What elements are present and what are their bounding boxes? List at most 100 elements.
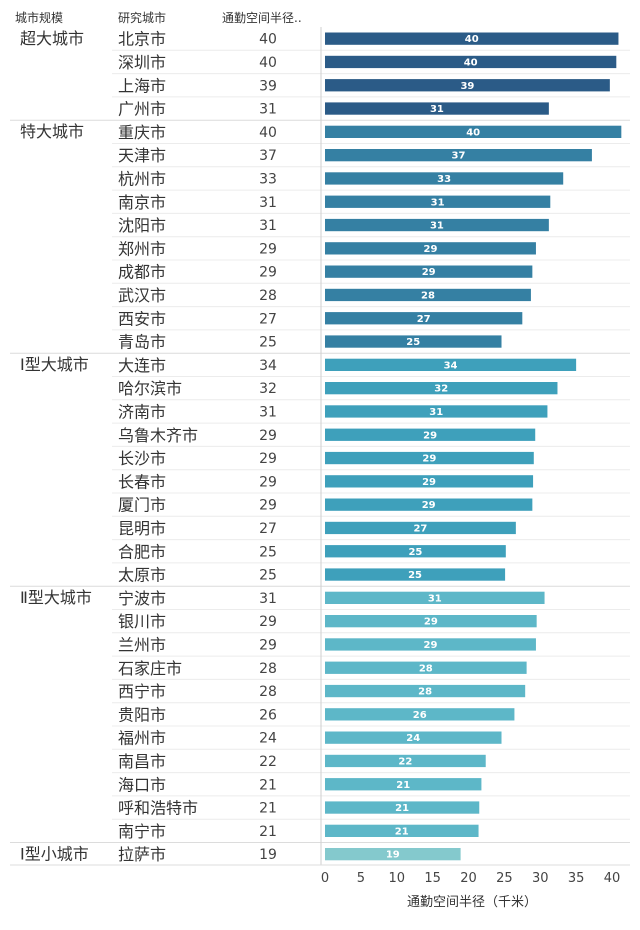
x-tick-label: 15 [424,871,441,886]
value-label: 29 [259,498,277,514]
bar [325,801,480,814]
x-axis: 0 5 10 15 20 25 30 35 40 [321,871,620,886]
bar [325,312,523,325]
x-tick-label: 35 [568,871,585,886]
bar-data-label: 22 [398,756,412,767]
value-label: 27 [259,521,277,537]
value-label: 31 [259,591,277,607]
bar-data-label: 29 [422,267,436,278]
bar [325,218,549,232]
bar [325,172,564,185]
bar [325,545,506,558]
bar [325,195,551,208]
bar-data-label: 19 [386,850,400,861]
value-label: 39 [259,78,277,94]
value-label: 25 [259,544,277,560]
group-label: Ⅰ型大城市 [20,355,89,374]
bar [325,428,536,441]
bar [325,265,533,278]
bar [325,125,622,138]
group-label: 超大城市 [20,29,84,48]
value-label: 29 [259,614,277,630]
value-label: 40 [259,32,277,48]
bar [325,848,461,861]
bar-data-label: 31 [430,104,444,115]
bar [325,79,610,92]
bar-data-label: 25 [408,547,422,558]
city-label: 北京市 [118,30,166,49]
x-axis-label: 通勤空间半径（千米） [407,895,537,910]
group-label: Ⅰ型小城市 [20,845,89,864]
bar-data-label: 31 [429,407,443,418]
bar [325,824,479,837]
bar-data-label: 40 [465,34,479,45]
value-label: 28 [259,661,277,677]
bar-data-label: 31 [431,197,445,208]
x-tick-label: 10 [388,871,405,886]
x-tick-label: 25 [496,871,513,886]
bar [325,615,537,628]
city-label: 青岛市 [118,333,166,352]
bar-data-label: 21 [396,780,410,791]
value-label: 28 [259,684,277,700]
city-label: 沈阳市 [118,216,166,235]
bar-data-label: 25 [406,337,420,348]
value-label: 29 [259,265,277,281]
city-label: 贵阳市 [118,705,166,724]
city-label: 天津市 [118,146,166,165]
city-label: 上海市 [118,76,166,95]
city-label: 哈尔滨市 [118,379,182,398]
bar-data-label: 29 [424,244,438,255]
value-label: 31 [259,195,277,211]
bar [325,521,516,535]
city-label: 广州市 [118,100,166,119]
city-label: 郑州市 [118,239,166,258]
bar-data-label: 24 [406,733,420,744]
bar-data-label: 29 [424,617,438,628]
bar [325,451,534,465]
group-label: 特大城市 [20,122,84,141]
city-label: 石家庄市 [118,659,182,678]
city-label: 太原市 [118,566,166,585]
city-label: 乌鲁木齐市 [118,426,198,445]
bar-data-label: 29 [422,454,436,465]
city-label: 杭州市 [118,169,166,188]
value-label: 24 [259,731,277,747]
bar [325,684,526,698]
value-label: 31 [259,404,277,420]
bar [325,382,558,395]
bar [325,102,549,115]
city-label: 武汉市 [118,286,166,305]
bar [325,288,531,302]
bar-data-label: 28 [418,687,432,698]
value-label: 29 [259,637,277,653]
bar-data-label: 29 [423,430,437,441]
city-label: 呼和浩特市 [118,799,198,818]
city-label: 厦门市 [118,496,166,515]
bar-data-label: 40 [466,127,480,138]
value-label: 29 [259,241,277,257]
bar [325,754,486,768]
city-label: 南京市 [118,193,166,212]
bar-data-label: 31 [430,221,444,232]
city-label: 大连市 [118,356,166,375]
bar [325,568,506,581]
value-label: 22 [259,754,277,770]
city-label: 西宁市 [118,682,166,701]
value-label: 32 [259,381,277,397]
value-label: 31 [259,218,277,234]
bar-data-label: 27 [417,314,431,325]
value-label: 27 [259,311,277,327]
city-label: 南昌市 [118,752,166,771]
bar-data-label: 37 [451,151,465,162]
bar-data-label: 28 [419,663,433,674]
city-label: 南宁市 [118,822,166,841]
x-tick-label: 40 [604,871,621,886]
value-label: 34 [259,358,277,374]
chart-rows: 超大城市 北京市 40 40 深圳市 40 40 上海市 39 39 广州市 31 31 特大城市 重庆市 4… [10,27,630,866]
bar-data-label: 29 [422,477,436,488]
value-label: 26 [259,707,277,723]
value-label: 21 [259,777,277,793]
bar [325,731,502,744]
bar [325,335,502,348]
